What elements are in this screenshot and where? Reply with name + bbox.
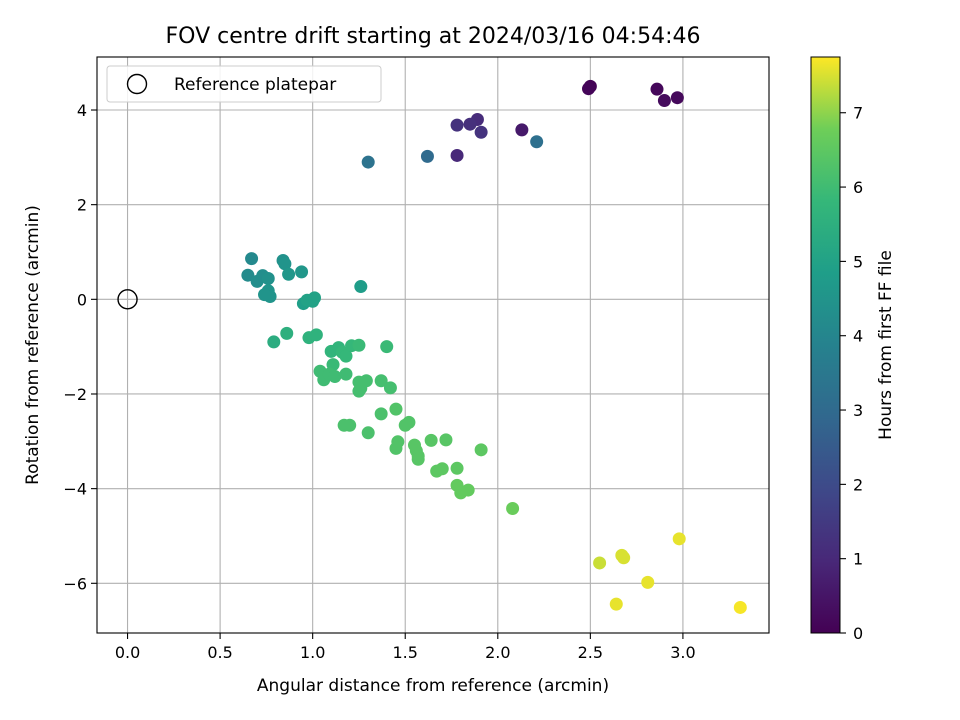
data-point bbox=[374, 374, 388, 388]
data-point bbox=[241, 268, 255, 282]
data-point bbox=[617, 551, 631, 565]
data-point bbox=[609, 597, 623, 611]
colorbar-tick-label: 2 bbox=[853, 475, 863, 494]
data-point bbox=[258, 288, 272, 302]
data-point bbox=[506, 502, 520, 516]
x-axis-label: Angular distance from reference (arcmin) bbox=[257, 676, 609, 696]
data-point bbox=[278, 257, 292, 271]
data-point bbox=[461, 483, 475, 497]
y-tick-label: −4 bbox=[63, 480, 87, 499]
data-point bbox=[672, 532, 686, 546]
x-tick-label: 2.0 bbox=[485, 643, 510, 662]
colorbar-tick-label: 3 bbox=[853, 401, 863, 420]
data-point bbox=[261, 272, 275, 286]
x-tick-label: 1.0 bbox=[300, 643, 325, 662]
data-point bbox=[450, 148, 464, 162]
data-point bbox=[361, 426, 375, 440]
data-point bbox=[343, 418, 357, 432]
data-point bbox=[282, 267, 296, 281]
data-point bbox=[389, 441, 403, 455]
data-point bbox=[328, 369, 342, 383]
legend-box bbox=[106, 65, 382, 103]
colorbar-label: Hours from first FF file bbox=[876, 250, 896, 440]
data-point bbox=[420, 149, 434, 163]
data-point bbox=[450, 118, 464, 132]
data-point bbox=[641, 575, 655, 589]
data-point bbox=[339, 349, 353, 363]
x-tick-label: 0.5 bbox=[207, 643, 232, 662]
y-tick-label: −6 bbox=[63, 574, 87, 593]
data-point bbox=[267, 335, 281, 349]
data-point bbox=[380, 340, 394, 354]
data-points bbox=[117, 79, 747, 614]
data-point bbox=[450, 461, 464, 475]
data-point bbox=[352, 384, 366, 398]
y-tick-label: 2 bbox=[77, 196, 87, 215]
data-point bbox=[439, 433, 453, 447]
plot-area-frame bbox=[96, 56, 770, 634]
data-point bbox=[389, 402, 403, 416]
data-point bbox=[657, 94, 671, 108]
colorbar-tick-label: 1 bbox=[853, 550, 863, 569]
data-point bbox=[309, 328, 323, 342]
data-point bbox=[670, 91, 684, 105]
legend: Reference platepar bbox=[106, 65, 382, 103]
data-point bbox=[374, 407, 388, 421]
colorbar-ticks: 0 1 2 3 4 5 6 7 bbox=[840, 104, 863, 643]
reference-platepar-marker bbox=[117, 289, 138, 310]
data-point bbox=[402, 415, 416, 429]
data-point bbox=[463, 117, 477, 131]
chart-title: FOV centre drift starting at 2024/03/16 … bbox=[166, 24, 701, 49]
data-point bbox=[383, 381, 397, 395]
y-axis-label: Rotation from reference (arcmin) bbox=[23, 205, 43, 485]
data-point bbox=[593, 556, 607, 570]
data-point bbox=[474, 443, 488, 457]
y-tick-label: 4 bbox=[77, 101, 87, 120]
data-point bbox=[515, 123, 529, 137]
legend-label: Reference platepar bbox=[174, 75, 336, 95]
x-axis-ticks: 0.0 0.5 1.0 1.5 2.0 2.5 3.0 bbox=[115, 633, 696, 662]
data-point bbox=[733, 600, 747, 614]
grid-lines bbox=[97, 57, 769, 633]
colorbar-tick-label: 0 bbox=[853, 624, 863, 643]
data-point bbox=[474, 125, 488, 139]
data-point bbox=[245, 252, 259, 266]
x-tick-label: 3.0 bbox=[670, 643, 695, 662]
data-point bbox=[411, 452, 425, 466]
y-tick-label: 0 bbox=[77, 290, 87, 309]
y-tick-label: −2 bbox=[63, 385, 87, 404]
x-tick-label: 2.5 bbox=[578, 643, 603, 662]
data-point bbox=[308, 291, 322, 305]
data-point bbox=[650, 82, 664, 96]
colorbar-gradient bbox=[810, 56, 841, 634]
colorbar-tick-label: 6 bbox=[853, 178, 863, 197]
data-point bbox=[352, 338, 366, 352]
data-point bbox=[582, 82, 596, 96]
y-axis-ticks: 4 2 0 −2 −4 −6 bbox=[63, 101, 97, 593]
data-point bbox=[424, 433, 438, 447]
data-point bbox=[361, 155, 375, 169]
data-point bbox=[530, 135, 544, 149]
legend-marker-circle bbox=[126, 73, 148, 95]
colorbar-tick-label: 5 bbox=[853, 252, 863, 271]
data-point bbox=[354, 280, 368, 294]
data-point bbox=[339, 367, 353, 381]
data-point bbox=[280, 326, 294, 340]
data-point bbox=[435, 462, 449, 476]
x-tick-label: 0.0 bbox=[115, 643, 140, 662]
x-tick-label: 1.5 bbox=[393, 643, 418, 662]
colorbar-tick-label: 7 bbox=[853, 104, 863, 123]
colorbar-tick-label: 4 bbox=[853, 327, 863, 346]
data-point bbox=[295, 265, 309, 279]
colorbar: 0 1 2 3 4 5 6 7 Hours from first FF file bbox=[810, 56, 896, 643]
